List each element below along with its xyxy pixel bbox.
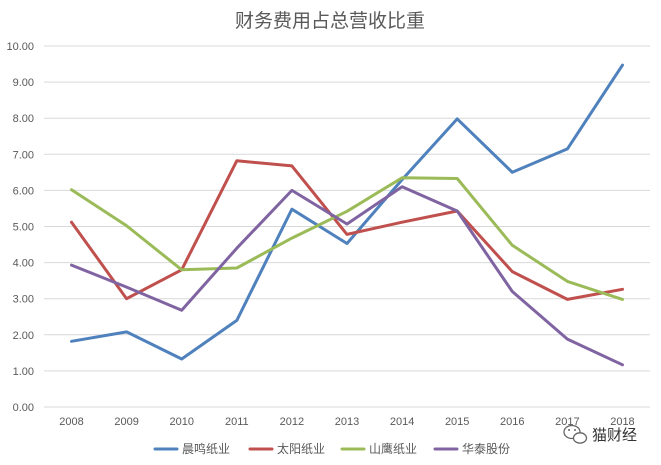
series-line-4 bbox=[70, 185, 624, 367]
legend-label: 太阳纸业 bbox=[277, 441, 325, 456]
legend-label: 华泰股份 bbox=[462, 442, 510, 456]
y-tick-label: 4.00 bbox=[13, 258, 34, 270]
x-tick-label: 2016 bbox=[500, 416, 524, 428]
y-tick-label: 1.00 bbox=[13, 366, 34, 378]
gridlines bbox=[44, 45, 650, 408]
y-tick-label: 9.00 bbox=[13, 77, 34, 89]
series-line-3 bbox=[70, 176, 624, 301]
wechat-icon bbox=[563, 424, 588, 444]
y-tick-label: 3.00 bbox=[13, 294, 34, 306]
x-tick-label: 2009 bbox=[114, 416, 138, 428]
series-line-1 bbox=[70, 63, 624, 361]
watermark-text: 猫财经 bbox=[592, 426, 637, 444]
y-tick-label: 0.00 bbox=[13, 402, 34, 414]
y-tick-label: 8.00 bbox=[13, 113, 34, 125]
x-tick-label: 2012 bbox=[280, 416, 304, 428]
series-lines bbox=[70, 63, 624, 367]
x-tick-label: 2013 bbox=[335, 416, 359, 428]
x-tick-label: 2015 bbox=[445, 416, 469, 428]
chart-title: 财务费用占总营收比重 bbox=[235, 10, 425, 32]
x-tick-label: 2018 bbox=[610, 416, 634, 428]
y-tick-label: 6.00 bbox=[13, 185, 34, 197]
y-tick-label: 2.00 bbox=[13, 330, 34, 342]
legend-label: 山鹰纸业 bbox=[369, 441, 417, 456]
x-tick-label: 2014 bbox=[390, 416, 414, 428]
y-tick-label: 7.00 bbox=[13, 149, 34, 161]
x-tick-label: 2011 bbox=[225, 416, 249, 428]
watermark: 猫财经 bbox=[563, 424, 637, 444]
y-tick-label: 10.00 bbox=[6, 41, 34, 53]
x-tick-label: 2010 bbox=[169, 416, 193, 428]
series-line-2 bbox=[70, 159, 624, 301]
legend-label: 晨鸣纸业 bbox=[182, 441, 230, 456]
x-tick-label: 2008 bbox=[59, 416, 83, 428]
y-tick-label: 5.00 bbox=[13, 222, 34, 234]
x-axis-ticks: 2008 2009 2010 2011 2012 2013 2014 2015 2016 2017… bbox=[59, 416, 634, 428]
y-axis-ticks: 0.00 1.00 2.00 3.00 4.00 5.00 6.00 7.00 8.00 9.00… bbox=[6, 41, 34, 414]
legend: 晨鸣纸业 太阳纸业 山鹰纸业 华泰股份 bbox=[153, 441, 510, 456]
